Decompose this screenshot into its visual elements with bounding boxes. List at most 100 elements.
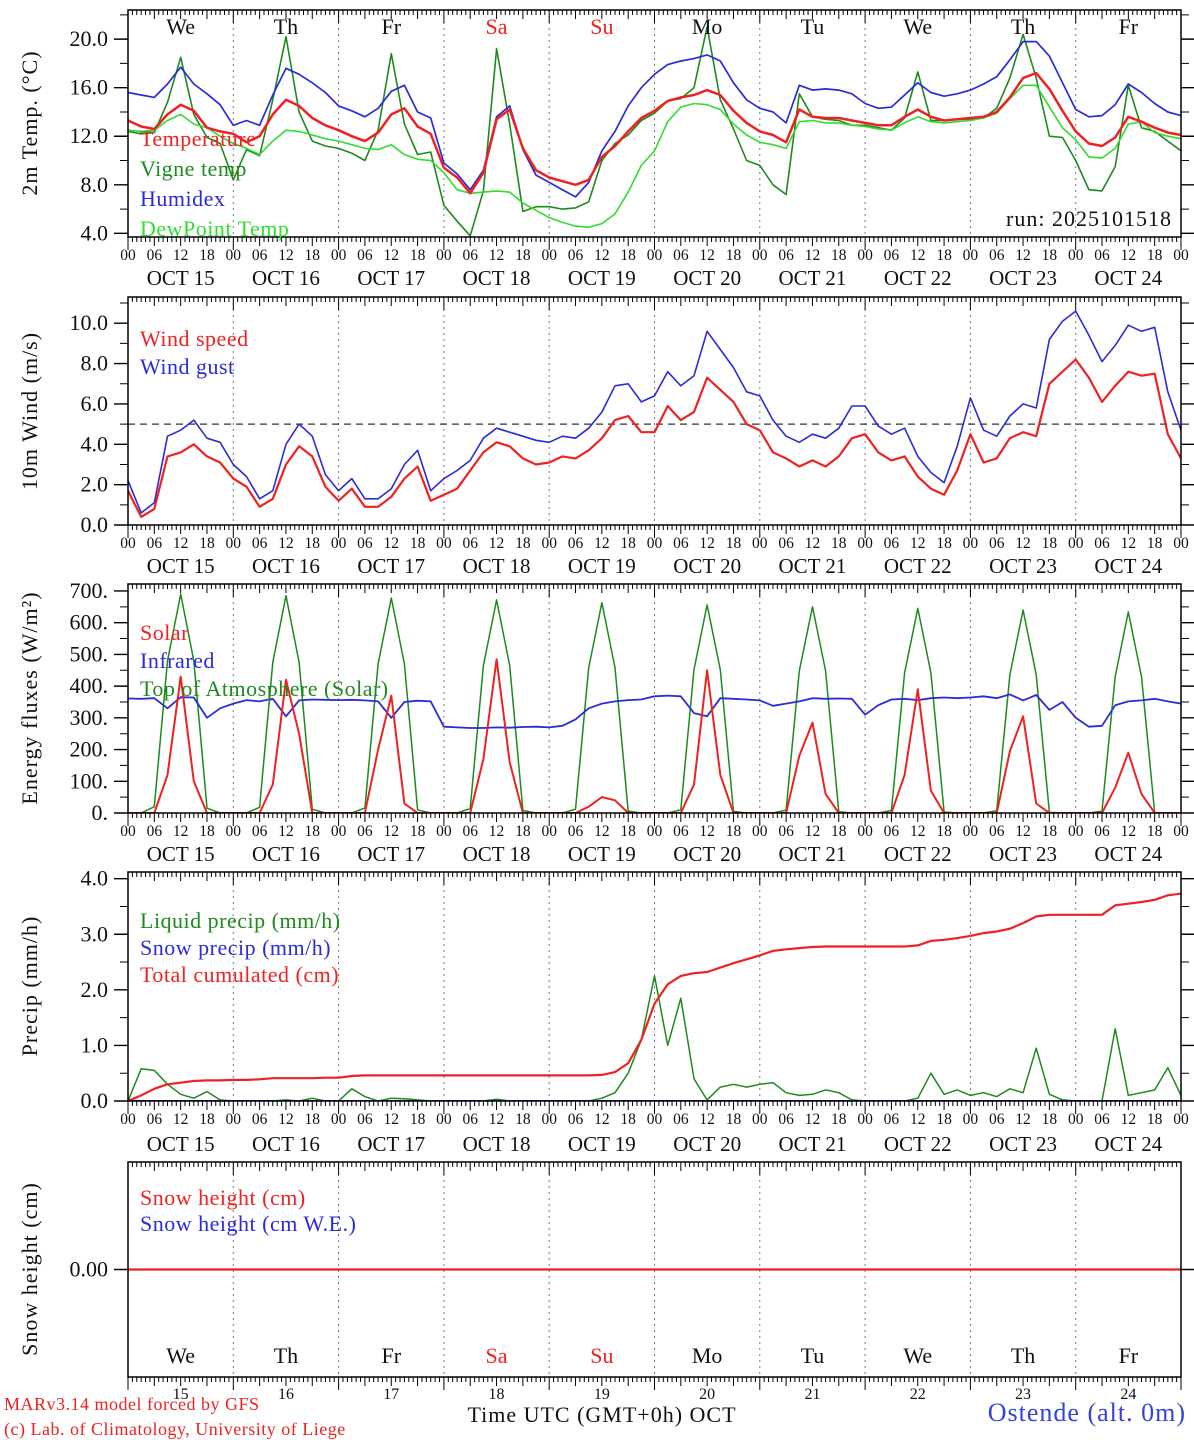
hour-label: 12 — [278, 247, 294, 264]
weekday-label: Sa — [486, 14, 508, 39]
precip-panel: 0.0 1.0 2.0 3.0 4.0 — [81, 866, 1194, 1114]
day-number: 20 — [699, 1386, 715, 1403]
weekday-label: We — [166, 14, 195, 39]
day-number: 15 — [173, 1386, 189, 1403]
legend-wind-gust: Wind gust — [140, 354, 235, 379]
day-label: OCT 21 — [779, 266, 847, 290]
hour-label: 18 — [199, 1111, 215, 1128]
y-tick-label: 300. — [70, 705, 109, 730]
day-label: OCT 24 — [1094, 266, 1162, 290]
series-line-temperature — [128, 71, 1181, 195]
legend-snow-precip: Snow precip (mm/h) — [140, 935, 332, 960]
legend-wind-speed: Wind speed — [140, 326, 249, 351]
day-gridlines — [232, 584, 1077, 813]
day-number-row: 15 16 17 18 19 20 21 22 23 24 — [173, 1386, 1137, 1403]
hour-label: 12 — [384, 247, 400, 264]
legend-toa-solar: Top of Atmosphere (Solar) — [140, 676, 389, 701]
day-label: OCT 20 — [673, 1132, 741, 1156]
y-tick-label: 16.0 — [70, 75, 109, 100]
series-line-solar — [128, 658, 1181, 813]
hour-label: 12 — [594, 823, 610, 840]
hour-label: 06 — [147, 823, 163, 840]
hour-label: 12 — [910, 247, 926, 264]
weekday-label: Mo — [692, 14, 723, 39]
hour-label: 00 — [963, 823, 979, 840]
y-tick-label: 10.0 — [70, 310, 109, 335]
hour-label: 00 — [752, 1111, 768, 1128]
hour-label: 00 — [857, 1111, 873, 1128]
hour-label: 18 — [936, 823, 952, 840]
hour-label: 18 — [305, 1111, 321, 1128]
hour-label: 12 — [489, 1111, 505, 1128]
day-label: OCT 18 — [463, 1132, 531, 1156]
hour-label: 12 — [1015, 1111, 1031, 1128]
series-group — [128, 26, 1181, 237]
weekday-label: We — [166, 1343, 195, 1368]
series-group — [128, 310, 1181, 519]
hour-label: 06 — [568, 247, 584, 264]
hour-label: 12 — [805, 247, 821, 264]
hour-label: 12 — [1015, 247, 1031, 264]
hour-label: 06 — [1094, 823, 1110, 840]
hour-label: 12 — [1015, 535, 1031, 552]
weekday-label: Fr — [1119, 14, 1139, 39]
hour-label: 18 — [1042, 247, 1058, 264]
hour-label-row: 00 06 12 18 00 06 12 18 00 06 12 18 00 06 12 18 00 06 12 18… — [120, 823, 1189, 840]
hour-label: 06 — [1094, 535, 1110, 552]
hour-label: 00 — [857, 535, 873, 552]
hour-label: 18 — [831, 1111, 847, 1128]
y-axis-title-snow: Snow height (cm) — [17, 1182, 42, 1356]
weekday-label: Tu — [801, 14, 825, 39]
hour-label: 00 — [541, 247, 557, 264]
energy-panel: 0. 100. 200. 300. 400. 500. 600. 700. — [70, 578, 1194, 826]
panel-border — [127, 1161, 1182, 1378]
day-label: OCT 15 — [147, 266, 215, 290]
day-label: OCT 22 — [884, 554, 952, 578]
day-label: OCT 24 — [1094, 554, 1162, 578]
hour-label: 18 — [515, 535, 531, 552]
hour-label: 06 — [252, 535, 268, 552]
hour-label: 00 — [331, 535, 347, 552]
hour-label: 06 — [884, 247, 900, 264]
day-number: 21 — [804, 1386, 820, 1403]
hour-label: 12 — [489, 247, 505, 264]
y-tick-label: 600. — [70, 610, 109, 635]
hour-label: 18 — [831, 823, 847, 840]
hour-label: 18 — [726, 823, 742, 840]
hour-label: 18 — [726, 1111, 742, 1128]
y-minor-ticks — [120, 606, 1189, 798]
hour-label: 18 — [831, 247, 847, 264]
day-label: OCT 21 — [779, 554, 847, 578]
hour-label: 00 — [331, 823, 347, 840]
hour-label: 06 — [673, 535, 689, 552]
hour-label: 06 — [147, 535, 163, 552]
y-axis-title-precip: Precip (mm/h) — [17, 915, 42, 1057]
day-label: OCT 20 — [673, 554, 741, 578]
hour-label: 12 — [910, 535, 926, 552]
day-label: OCT 21 — [779, 842, 847, 866]
weekday-label: Th — [274, 1343, 298, 1368]
hour-label: 18 — [410, 823, 426, 840]
hour-label: 06 — [462, 1111, 478, 1128]
hour-label: 06 — [357, 247, 373, 264]
y-tick-label: 8.0 — [81, 172, 109, 197]
hour-label: 00 — [1173, 247, 1189, 264]
hour-label: 06 — [357, 823, 373, 840]
hour-label: 12 — [910, 823, 926, 840]
y-tick-label: 4.0 — [81, 220, 109, 245]
hour-label: 18 — [515, 1111, 531, 1128]
station-label: Ostende (alt. 0m) — [987, 1398, 1186, 1427]
y-tick-label: 0. — [92, 800, 109, 825]
day-label: OCT 20 — [673, 842, 741, 866]
weekday-label: Su — [590, 1343, 613, 1368]
day-label: OCT 16 — [252, 842, 320, 866]
hour-label: 06 — [989, 1111, 1005, 1128]
hour-label: 06 — [989, 247, 1005, 264]
series-line-wind-gust — [128, 310, 1181, 514]
hour-label: 06 — [462, 823, 478, 840]
y-tick-label: 4.0 — [81, 866, 109, 891]
y-tick-label: 0.0 — [81, 512, 109, 537]
hour-label: 00 — [436, 535, 452, 552]
day-number: 22 — [910, 1386, 926, 1403]
